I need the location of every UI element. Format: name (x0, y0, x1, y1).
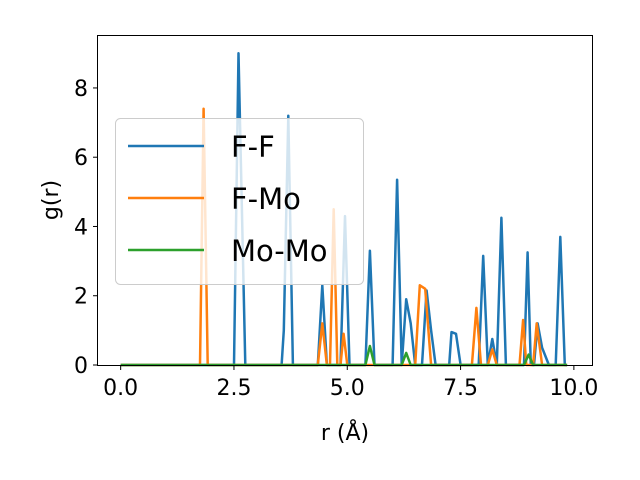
legend: F-F F-Mo Mo-Mo (115, 118, 364, 285)
x-axis: 0.0 2.5 5.0 7.5 10.0 (103, 365, 598, 401)
x-tick-label: 7.5 (443, 376, 478, 401)
y-tick-label: 6 (74, 146, 88, 171)
plot-frame (97, 35, 593, 366)
series-line-1 (120, 107, 568, 367)
legend-box (115, 118, 364, 285)
y-tick-label: 2 (74, 285, 88, 310)
y-axis: 0 2 4 6 8 (74, 77, 98, 379)
x-tick-label: 5.0 (330, 376, 365, 401)
series-line-2 (120, 344, 568, 367)
y-tick-label: 0 (74, 354, 88, 379)
legend-label: Mo-Mo (231, 234, 328, 268)
y-tick-label: 4 (74, 215, 88, 240)
x-tick-label: 2.5 (216, 376, 251, 401)
x-tick-label: 0.0 (103, 376, 138, 401)
x-tick-label: 10.0 (549, 376, 598, 401)
y-tick-label: 8 (74, 77, 88, 102)
y-axis-label: g(r) (39, 180, 64, 220)
legend-label: F-Mo (231, 182, 301, 216)
legend-label: F-F (231, 130, 275, 164)
x-axis-label: r (Å) (321, 419, 369, 446)
